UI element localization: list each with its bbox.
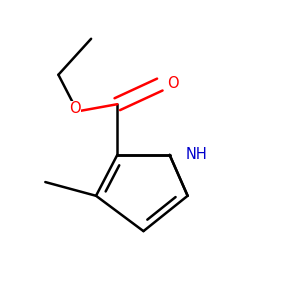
Text: O: O	[69, 101, 81, 116]
Text: NH: NH	[185, 147, 207, 162]
Text: O: O	[167, 76, 179, 92]
